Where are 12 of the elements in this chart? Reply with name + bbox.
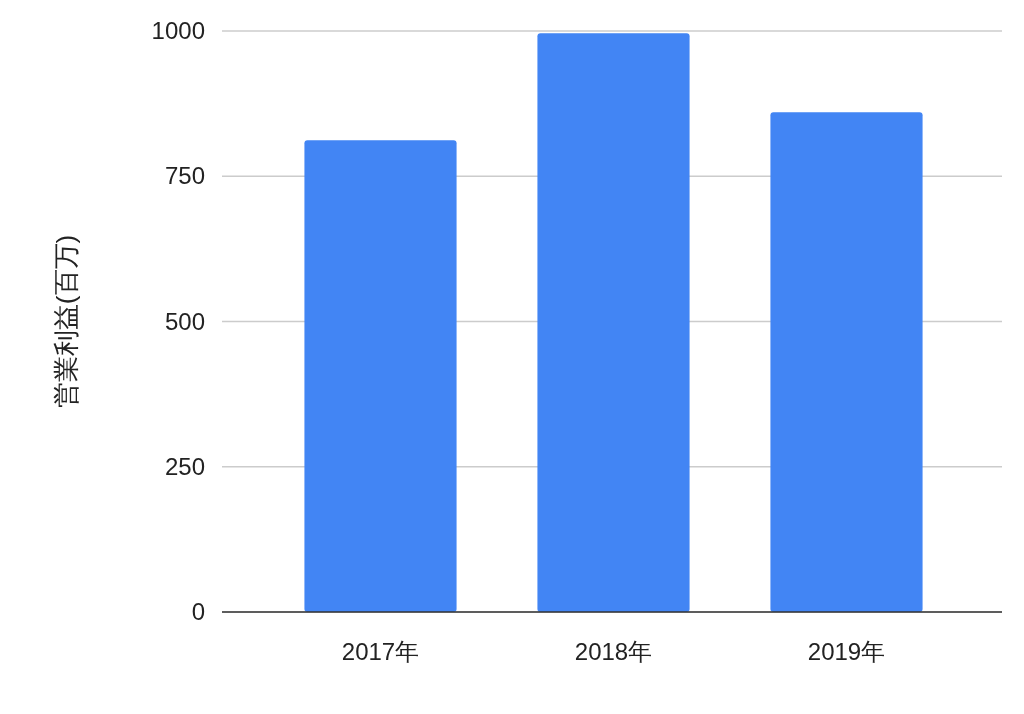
y-tick-label: 250 — [164, 452, 205, 480]
x-tick-label: 2017年 — [341, 638, 420, 665]
y-tick-label: 0 — [191, 598, 205, 625]
y-tick-label: 500 — [164, 307, 205, 335]
bar — [537, 33, 690, 612]
y-tick-label: 1000 — [151, 17, 205, 44]
x-tick-label: 2019年 — [807, 638, 886, 665]
y-tick-label: 750 — [164, 162, 205, 190]
y-axis-title: 営業利益(百万) — [51, 234, 81, 409]
bar — [304, 140, 457, 612]
bar — [770, 112, 923, 612]
x-tick-label: 2018年 — [574, 638, 653, 665]
